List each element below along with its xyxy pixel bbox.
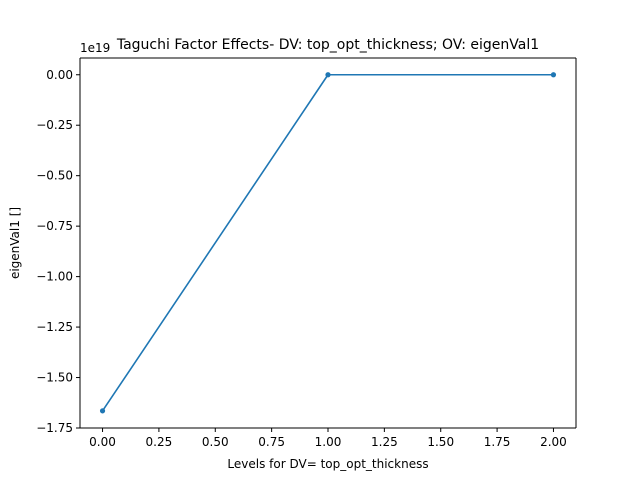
y-axis-offset-label: 1e19: [80, 41, 110, 55]
plot-area: [80, 58, 576, 428]
y-axis-ticks: 0.00 −0.25 −0.50 −0.75 −1.00 −1.25 −1.50 −1.75: [36, 68, 80, 435]
x-tick-label: 1.25: [371, 435, 398, 449]
y-tick-label: −1.50: [36, 371, 73, 385]
x-tick-label: 0.00: [89, 435, 116, 449]
y-tick-label: −1.25: [36, 320, 73, 334]
x-tick-label: 1.00: [315, 435, 342, 449]
data-point: [550, 72, 557, 78]
x-tick-label: 0.75: [258, 435, 285, 449]
x-tick-label: 0.25: [146, 435, 173, 449]
data-point: [99, 408, 106, 414]
y-tick-label: −0.25: [36, 118, 73, 132]
x-axis-label: Levels for DV= top_opt_thickness: [227, 457, 428, 471]
chart-title: Taguchi Factor Effects- DV: top_opt_thic…: [116, 37, 539, 53]
x-tick-label: 0.50: [202, 435, 229, 449]
y-tick-label: −0.50: [36, 169, 73, 183]
data-point: [325, 72, 331, 78]
y-tick-label: −1.00: [36, 270, 73, 284]
y-tick-label: 0.00: [46, 68, 73, 82]
x-tick-label: 1.50: [427, 435, 454, 449]
y-tick-label: −0.75: [36, 219, 73, 233]
plot-background: [80, 58, 576, 428]
x-tick-label: 1.75: [484, 435, 511, 449]
y-tick-label: −1.75: [36, 421, 73, 435]
y-axis-label: eigenVal1 []: [8, 207, 22, 279]
x-axis-ticks: 0.00 0.25 0.50 0.75 1.00 1.25 1.50 1.75 2.00: [89, 428, 567, 449]
x-tick-label: 2.00: [540, 435, 567, 449]
series-layer: [99, 72, 557, 414]
